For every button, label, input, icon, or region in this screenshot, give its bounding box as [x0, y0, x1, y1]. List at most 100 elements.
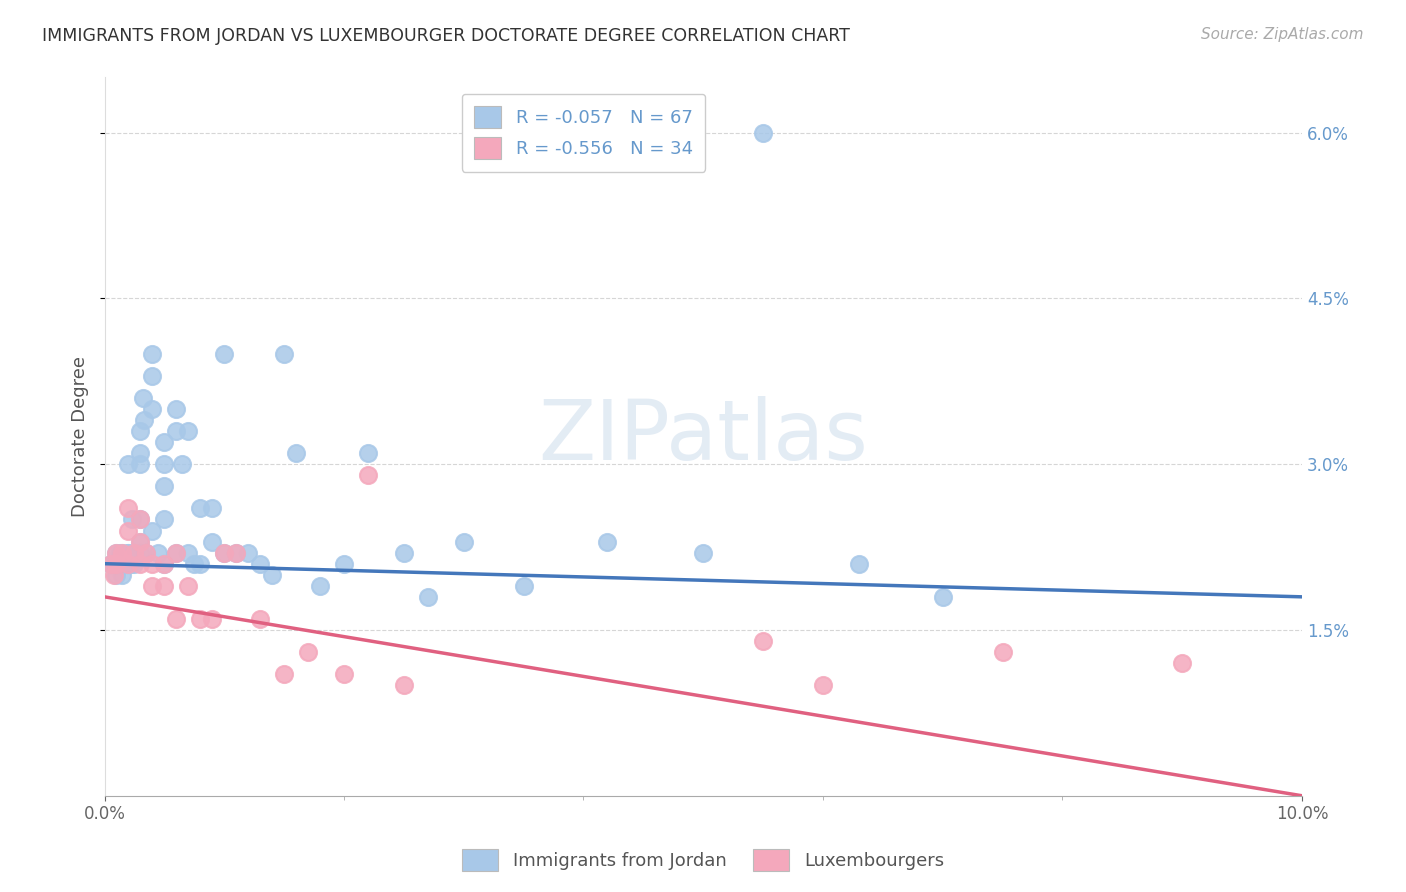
Point [148, 546, 170, 560]
Point [120, 557, 142, 571]
Point [105, 557, 128, 571]
Point [108, 546, 131, 560]
Point [129, 512, 152, 526]
Point [188, 501, 211, 516]
Point [153, 557, 176, 571]
Point [105, 546, 128, 560]
Point [117, 546, 139, 560]
Point [201, 612, 224, 626]
Point [117, 524, 139, 538]
Point [111, 557, 134, 571]
Point [309, 579, 332, 593]
Point [129, 446, 152, 460]
Point [333, 667, 356, 681]
Point [153, 457, 176, 471]
Text: Source: ZipAtlas.com: Source: ZipAtlas.com [1201, 27, 1364, 42]
Point [117, 457, 139, 471]
Point [115, 557, 138, 571]
Point [129, 512, 152, 526]
Legend: Immigrants from Jordan, Luxembourgers: Immigrants from Jordan, Luxembourgers [454, 842, 952, 879]
Point [165, 401, 187, 416]
Point [135, 546, 157, 560]
Point [153, 579, 176, 593]
Point [165, 546, 187, 560]
Point [117, 546, 139, 560]
Point [811, 678, 834, 692]
Point [692, 546, 714, 560]
Point [225, 546, 247, 560]
Point [117, 557, 139, 571]
Point [238, 546, 260, 560]
Point [117, 501, 139, 516]
Point [752, 634, 775, 648]
Point [129, 534, 152, 549]
Point [752, 126, 775, 140]
Point [111, 567, 134, 582]
Point [273, 347, 295, 361]
Point [357, 468, 380, 483]
Point [172, 457, 194, 471]
Point [103, 567, 125, 582]
Point [121, 512, 143, 526]
Point [1171, 656, 1194, 670]
Point [249, 612, 271, 626]
Point [285, 446, 308, 460]
Point [111, 546, 134, 560]
Point [416, 590, 439, 604]
Point [153, 557, 176, 571]
Point [141, 557, 163, 571]
Point [392, 546, 415, 560]
Point [165, 424, 187, 438]
Point [183, 557, 205, 571]
Point [129, 424, 152, 438]
Point [848, 557, 870, 571]
Point [177, 579, 200, 593]
Point [165, 612, 187, 626]
Point [333, 557, 356, 571]
Legend: R = -0.057   N = 67, R = -0.556   N = 34: R = -0.057 N = 67, R = -0.556 N = 34 [461, 94, 706, 172]
Point [105, 546, 128, 560]
Point [153, 512, 176, 526]
Point [225, 546, 247, 560]
Point [117, 557, 139, 571]
Point [214, 546, 236, 560]
Point [100, 557, 122, 571]
Point [165, 546, 187, 560]
Point [135, 546, 157, 560]
Point [132, 413, 155, 427]
Point [512, 579, 534, 593]
Point [153, 479, 176, 493]
Point [108, 557, 131, 571]
Point [297, 645, 319, 659]
Point [124, 557, 146, 571]
Point [141, 579, 163, 593]
Point [129, 534, 152, 549]
Point [214, 546, 236, 560]
Point [177, 546, 200, 560]
Point [262, 567, 284, 582]
Point [129, 457, 152, 471]
Point [141, 368, 163, 383]
Point [596, 534, 619, 549]
Point [392, 678, 415, 692]
Point [103, 557, 125, 571]
Y-axis label: Doctorate Degree: Doctorate Degree [72, 356, 89, 517]
Point [124, 546, 146, 560]
Point [177, 424, 200, 438]
Point [201, 534, 224, 549]
Point [100, 557, 122, 571]
Point [153, 435, 176, 450]
Point [991, 645, 1014, 659]
Point [201, 501, 224, 516]
Text: IMMIGRANTS FROM JORDAN VS LUXEMBOURGER DOCTORATE DEGREE CORRELATION CHART: IMMIGRANTS FROM JORDAN VS LUXEMBOURGER D… [42, 27, 851, 45]
Point [214, 347, 236, 361]
Point [453, 534, 475, 549]
Point [132, 391, 155, 405]
Point [111, 546, 134, 560]
Point [357, 446, 380, 460]
Point [273, 667, 295, 681]
Point [105, 567, 128, 582]
Point [129, 546, 152, 560]
Point [932, 590, 955, 604]
Point [188, 612, 211, 626]
